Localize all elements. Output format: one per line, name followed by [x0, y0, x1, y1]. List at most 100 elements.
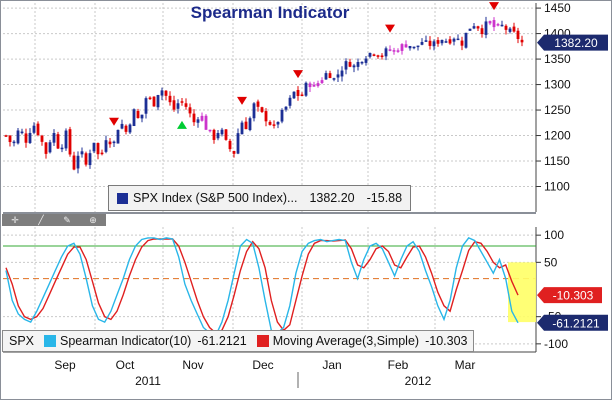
candle-body — [120, 123, 124, 129]
price-tick-label: 1250 — [544, 103, 571, 117]
candle-body — [16, 130, 20, 144]
candle-body — [400, 44, 404, 51]
candle-body — [180, 101, 184, 103]
candle-body — [76, 155, 80, 169]
candle-body — [252, 103, 256, 119]
candle-body — [492, 20, 496, 28]
candle-body — [72, 155, 76, 170]
candle-body — [80, 151, 84, 155]
candle-body — [360, 61, 364, 64]
candle-body — [156, 95, 160, 108]
candle-body — [292, 91, 296, 99]
candle-body — [396, 50, 400, 52]
candle-body — [464, 32, 468, 48]
spearman-legend-value: -61.2121 — [197, 334, 247, 348]
indicator-legend: SPX Spearman Indicator(10) -61.2121 Movi… — [2, 330, 475, 352]
candle-body — [344, 61, 348, 70]
candle-body — [92, 142, 96, 152]
spearman-line — [5, 237, 519, 337]
candle-body — [348, 61, 352, 67]
zoom-tool-icon[interactable]: ⊕ — [89, 215, 97, 225]
candle-body — [188, 107, 192, 114]
candle-body — [352, 65, 356, 68]
price-legend: SPX Index (S&P 500 Index)... 1382.20 -15… — [108, 185, 412, 211]
sell-signal-marker — [237, 96, 247, 105]
candle-body — [384, 48, 388, 57]
candle-body — [304, 82, 308, 96]
candle-body — [232, 151, 236, 154]
candle-body — [324, 73, 328, 80]
candle-body — [296, 89, 300, 97]
price-tick-label: 1450 — [544, 1, 571, 15]
month-label: Sep — [54, 358, 76, 372]
candle-body — [256, 101, 260, 107]
year-label: 2011 — [135, 374, 161, 388]
candle-body — [200, 115, 204, 121]
candle-body — [392, 50, 396, 52]
sell-signal-marker — [109, 117, 119, 126]
candle-body — [228, 140, 232, 150]
month-label: Jan — [322, 358, 341, 372]
candle-body — [40, 135, 44, 142]
candle-body — [276, 121, 280, 125]
price-legend-swatch — [117, 192, 128, 204]
candle-body — [380, 55, 384, 58]
candle-body — [168, 95, 172, 103]
ma-legend-swatch — [256, 335, 269, 347]
price-legend-change: -15.88 — [366, 191, 403, 205]
indicator-tick-label: -100 — [544, 337, 568, 351]
candle-body — [204, 115, 208, 130]
candle-body — [336, 74, 340, 78]
spearman-legend-swatch — [44, 335, 57, 347]
candle-body — [196, 119, 200, 123]
candle-body — [428, 40, 432, 46]
candle-body — [504, 25, 508, 30]
candle-body — [468, 28, 472, 31]
candle-body — [300, 94, 304, 97]
candle-body — [68, 129, 72, 155]
candle-body — [480, 28, 484, 35]
candle-body — [332, 78, 336, 80]
candle-body — [192, 113, 196, 123]
crosshair-tool-icon[interactable]: ✛ — [11, 215, 19, 225]
candle-body — [104, 140, 108, 152]
candle-body — [268, 121, 272, 125]
sell-signal-marker — [293, 70, 303, 79]
edit-tool-icon[interactable]: ✎ — [63, 215, 71, 225]
candle-body — [264, 111, 268, 122]
panel-toolbar: ✛ ╱ ✎ ⊕ — [2, 214, 106, 226]
candle-body — [356, 62, 360, 67]
candle-body — [132, 109, 136, 127]
candle-body — [124, 125, 128, 132]
candle-body — [376, 55, 380, 57]
draw-line-tool-icon[interactable]: ╱ — [38, 215, 44, 225]
candle-body — [288, 97, 292, 106]
candle-body — [128, 124, 132, 133]
candle-body — [312, 84, 316, 87]
candle-body — [520, 39, 524, 43]
candle-body — [328, 73, 332, 79]
last-price-tag-text: 1382.20 — [554, 36, 598, 50]
candle-body — [52, 133, 56, 143]
sell-signal-marker — [385, 24, 395, 33]
buy-signal-marker — [177, 120, 187, 129]
indicator-legend-ticker: SPX — [9, 334, 35, 348]
candle-body — [152, 96, 156, 107]
candle-body — [108, 141, 112, 145]
candle-body — [84, 153, 88, 165]
candle-body — [436, 40, 440, 44]
candle-body — [512, 26, 516, 32]
candle-body — [284, 106, 288, 110]
candle-body — [4, 135, 8, 137]
candle-body — [388, 49, 392, 51]
candle-body — [24, 133, 28, 143]
candle-body — [472, 26, 476, 29]
candle-body — [248, 118, 252, 131]
candle-body — [144, 98, 148, 114]
ma-value-tag-text: -10.303 — [553, 289, 594, 303]
candle-body — [116, 129, 120, 144]
candle-body — [44, 142, 48, 154]
candle-body — [516, 30, 520, 39]
candle-body — [32, 125, 36, 133]
month-label: Mar — [455, 358, 476, 372]
